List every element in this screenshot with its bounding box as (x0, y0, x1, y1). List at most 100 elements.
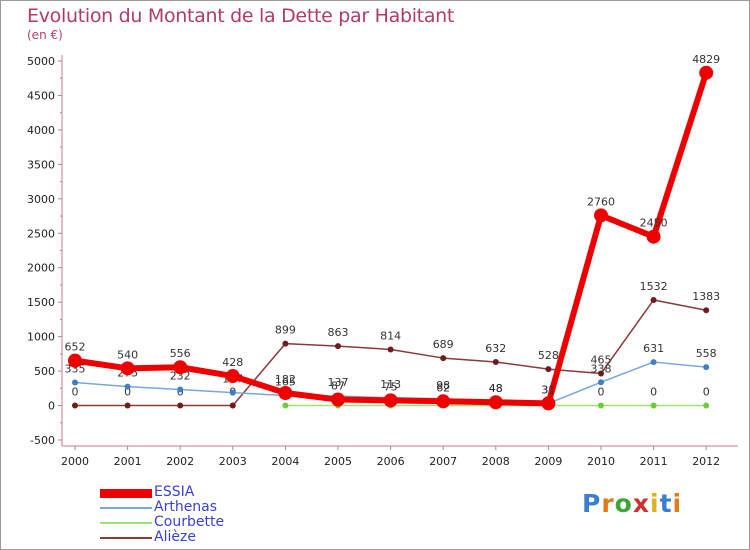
data-point-alieze (387, 346, 394, 353)
data-point-courbette (282, 402, 289, 409)
data-point-essia (594, 208, 608, 223)
data-point-alieze (282, 340, 289, 347)
legend-label-courbette: Courbette (154, 514, 225, 530)
y-tick-label: 3500 (27, 158, 55, 171)
data-point-essia (383, 393, 398, 408)
data-point-essia (699, 65, 714, 80)
data-point-alieze (650, 296, 657, 303)
logo-char: P (582, 489, 602, 518)
data-point-alieze (229, 402, 236, 409)
y-tick-label: 500 (34, 365, 55, 378)
data-label-arthenas: 631 (643, 342, 664, 355)
logo-char: o (614, 489, 633, 518)
y-tick-label: -500 (30, 434, 55, 447)
data-point-alieze (72, 402, 78, 409)
data-label-alieze: 814 (380, 329, 401, 342)
data-label-essia: 62 (436, 381, 450, 394)
legend-swatch-courbette (100, 522, 152, 524)
data-point-essia (331, 392, 345, 407)
data-label-alieze: 465 (591, 354, 612, 367)
x-tick-label: 2001 (114, 455, 142, 468)
proxiti-logo: Proxiti (582, 489, 682, 518)
logo-char: x (632, 489, 650, 518)
data-label-arthenas: 335 (65, 362, 86, 375)
x-tick-label: 2007 (429, 455, 457, 468)
data-point-courbette (598, 402, 604, 409)
data-label-arthenas: 558 (696, 347, 717, 360)
data-label-arthenas: 165 (275, 376, 296, 389)
data-point-essia (436, 394, 451, 409)
data-point-arthenas (650, 359, 657, 366)
data-label-arthenas: 113 (380, 378, 401, 391)
data-label-alieze: 1383 (692, 290, 720, 303)
data-label-arthenas: 232 (170, 370, 191, 383)
data-label-essia: 75 (384, 380, 398, 393)
data-label-alieze: 899 (275, 324, 296, 337)
data-label-alieze: 528 (538, 349, 559, 362)
y-tick-label: 5000 (27, 55, 55, 68)
data-point-essia (278, 386, 293, 401)
data-label-arthenas: 98 (436, 379, 450, 392)
data-label-essia: 2450 (640, 217, 668, 230)
data-point-alieze (177, 402, 184, 409)
logo-char: r (601, 489, 615, 518)
data-point-alieze (492, 358, 499, 365)
data-point-alieze (545, 366, 552, 373)
data-label-courbette: 0 (598, 386, 605, 399)
x-tick-label: 2000 (61, 455, 89, 468)
data-point-alieze (124, 402, 131, 409)
data-label-alieze: 632 (485, 342, 506, 355)
data-label-essia: 428 (222, 356, 243, 369)
data-point-courbette (650, 402, 657, 409)
data-point-arthenas (124, 383, 131, 390)
x-tick-label: 2012 (692, 455, 720, 468)
data-label-essia: 87 (331, 380, 345, 393)
data-label-essia: 2760 (587, 195, 615, 208)
x-tick-label: 2005 (324, 455, 352, 468)
data-point-essia (68, 353, 82, 368)
logo-char: t (659, 489, 673, 518)
legend-label-essia: ESSIA (154, 484, 195, 500)
y-tick-label: 2000 (27, 262, 55, 275)
y-tick-label: 0 (48, 400, 55, 413)
data-point-alieze (598, 370, 604, 377)
data-label-essia: 556 (170, 347, 191, 360)
data-label-alieze: 863 (328, 326, 349, 339)
chart-title: Evolution du Montant de la Dette par Hab… (27, 5, 455, 27)
data-point-arthenas (72, 379, 78, 386)
unit-label: (en €) (27, 28, 63, 42)
x-tick-label: 2004 (271, 455, 299, 468)
y-tick-label: 3000 (27, 193, 55, 206)
data-point-courbette (703, 402, 710, 409)
y-tick-label: 2500 (27, 227, 55, 240)
logo-char: i (672, 489, 683, 518)
data-point-alieze (703, 307, 710, 314)
data-label-arthenas: 137 (328, 376, 349, 389)
data-label-essia: 4829 (692, 53, 720, 66)
data-point-arthenas (177, 386, 184, 393)
x-tick-label: 2009 (534, 455, 562, 468)
data-label-alieze: 0 (124, 386, 131, 399)
data-label-essia: 540 (117, 348, 138, 361)
x-tick-label: 2010 (587, 455, 615, 468)
legend-label-alieze: Alièze (154, 529, 196, 545)
data-label-essia: 48 (489, 382, 503, 395)
data-point-essia (646, 229, 661, 244)
data-label-arthenas: 48 (489, 382, 503, 395)
x-tick-label: 2008 (482, 455, 510, 468)
logo-char: i (650, 489, 660, 518)
legend-swatch-alieze (100, 537, 152, 539)
y-tick-label: 1000 (27, 331, 55, 344)
data-label-essia: 182 (275, 373, 296, 386)
data-point-arthenas (598, 379, 604, 386)
data-point-arthenas (703, 364, 710, 371)
x-tick-label: 2006 (377, 455, 405, 468)
data-label-alieze: 0 (72, 386, 79, 399)
data-point-alieze (440, 355, 447, 362)
data-label-essia: 31 (541, 383, 555, 396)
data-point-alieze (335, 343, 341, 350)
legend-swatch-essia (100, 489, 152, 498)
data-label-arthenas: 338 (591, 362, 612, 375)
